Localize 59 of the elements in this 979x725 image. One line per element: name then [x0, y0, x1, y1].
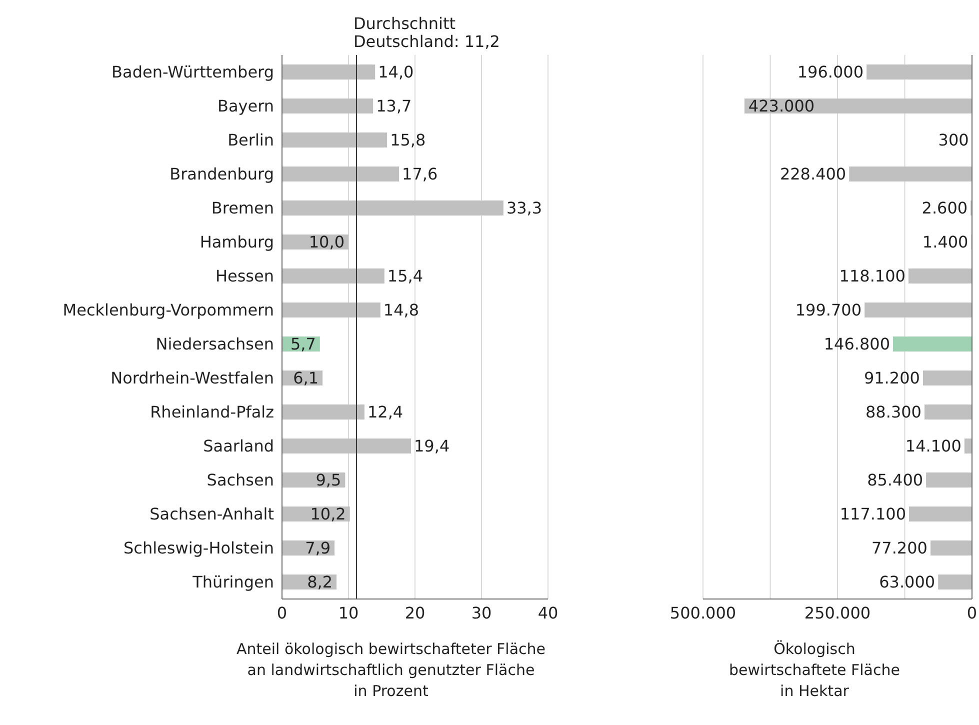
- data-label: 228.400: [780, 164, 846, 184]
- data-label: 14,0: [378, 62, 414, 82]
- data-label: 17,6: [402, 164, 438, 184]
- data-label: 85.400: [867, 470, 924, 490]
- data-label: 117.100: [840, 504, 906, 524]
- data-label: 118.100: [839, 266, 906, 286]
- data-label: 91.200: [864, 368, 920, 388]
- data-label: 9,5: [316, 470, 342, 490]
- x-tick-label: 10: [338, 603, 359, 622]
- data-label: 15,8: [390, 130, 426, 150]
- data-label: 63.000: [879, 572, 936, 592]
- x-tick-label: 500.000: [670, 603, 736, 622]
- x-tick-label: 30: [471, 603, 492, 622]
- data-label: 10,0: [308, 232, 344, 252]
- y-tick-label: Hamburg: [200, 232, 274, 252]
- data-label: 196.000: [797, 62, 864, 82]
- y-tick-label: Bremen: [211, 198, 274, 218]
- data-label: 15,4: [387, 266, 424, 286]
- y-tick-label: Saarland: [203, 436, 274, 456]
- data-label: 19,4: [414, 436, 450, 456]
- y-tick-label: Nordrhein-Westfalen: [110, 368, 274, 388]
- data-label: 33,3: [506, 198, 542, 218]
- x-tick-label: 20: [404, 603, 426, 622]
- data-label: 1.400: [922, 232, 968, 252]
- data-label: 10,2: [310, 504, 346, 524]
- x-axis-title: Anteil ökologisch bewirtschafteter Fläche an landwirtschaftlich genutzter Fläche in Prozent: [236, 639, 546, 702]
- data-label: 7,9: [305, 538, 331, 558]
- y-tick-label: Bayern: [217, 96, 274, 116]
- data-label: 88.300: [866, 402, 922, 422]
- y-tick-label: Mecklenburg-Vorpommern: [62, 300, 274, 320]
- y-tick-label: Sachsen-Anhalt: [150, 504, 274, 524]
- data-label: 199.700: [795, 300, 862, 320]
- data-label: 13,7: [376, 96, 412, 116]
- x-tick-label: 250.000: [804, 603, 871, 622]
- data-label: 423.000: [748, 96, 815, 116]
- y-tick-label: Rheinland-Pfalz: [150, 402, 274, 422]
- data-label: 8,2: [307, 572, 333, 592]
- y-tick-label: Berlin: [228, 130, 274, 150]
- x-tick-label: 40: [538, 603, 558, 622]
- x-axis-title: Ökologisch bewirtschaftete Fläche in Hektar: [728, 639, 901, 702]
- y-tick-label: Thüringen: [192, 572, 274, 592]
- y-tick-label: Baden-Württemberg: [112, 62, 274, 82]
- y-tick-label: Brandenburg: [170, 164, 274, 184]
- data-label: 146.800: [824, 334, 890, 354]
- y-tick-label: Sachsen: [206, 470, 274, 490]
- data-label: 77.200: [871, 538, 928, 558]
- ref-line-label: Durchschnitt Deutschland: 11,2: [353, 14, 500, 51]
- x-tick-label: 0: [966, 603, 978, 622]
- y-tick-label: Hessen: [215, 266, 274, 286]
- y-tick-label: Schleswig-Holstein: [124, 538, 274, 558]
- y-tick-label: Niedersachsen: [156, 334, 274, 354]
- data-label: 2.600: [922, 198, 968, 218]
- data-label: 14,8: [383, 300, 420, 320]
- data-label: 14.100: [905, 436, 962, 456]
- data-label: 6,1: [293, 368, 319, 388]
- data-label: 5,7: [290, 334, 316, 354]
- data-label: 12,4: [367, 402, 404, 422]
- x-tick-label: 0: [276, 603, 288, 622]
- data-label: 300: [938, 130, 969, 150]
